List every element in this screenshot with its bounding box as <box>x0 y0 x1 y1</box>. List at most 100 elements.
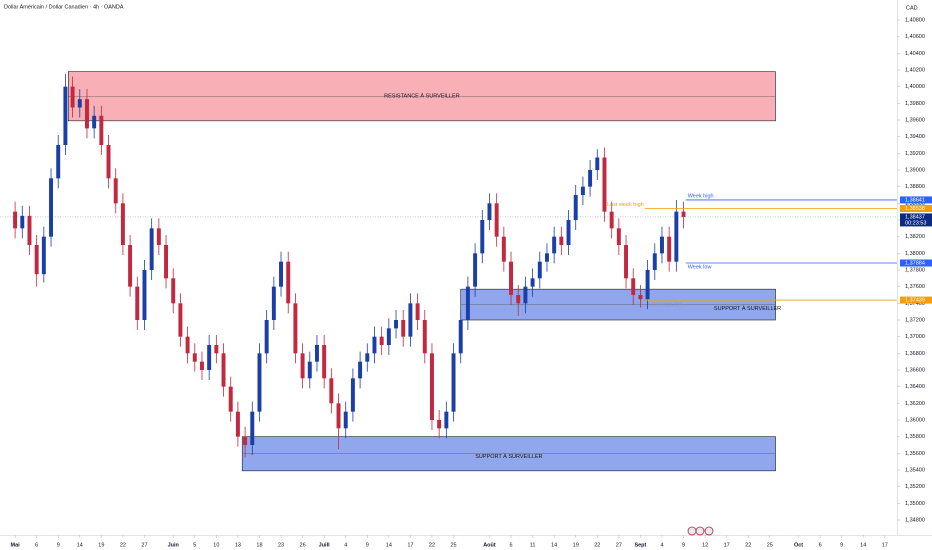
x-tick-label: 14 <box>860 542 866 548</box>
candle-body <box>494 203 499 237</box>
x-tick-label: 27 <box>616 542 622 548</box>
y-tick-label: 1,37400 <box>905 301 925 307</box>
candle-body <box>580 186 585 195</box>
candle-body <box>372 336 377 354</box>
candle-body <box>77 99 82 108</box>
candle-body <box>444 411 449 429</box>
level-value-box <box>900 196 932 204</box>
x-tick-label: 11 <box>530 542 536 548</box>
x-tick-label: 4 <box>660 542 663 548</box>
level-label: Week low <box>688 264 712 270</box>
x-tick-label: 5 <box>193 542 196 548</box>
x-tick-label: 17 <box>724 542 730 548</box>
y-tick-label: 1,39200 <box>905 151 925 157</box>
candle-body <box>13 211 18 229</box>
candle-body <box>465 286 470 320</box>
candle-body <box>113 178 118 204</box>
candle-body <box>624 245 629 279</box>
candle-body <box>523 286 528 304</box>
last-price-box <box>900 213 932 227</box>
chart-title: Dollar Américain / Dollar Canadien · 4h … <box>4 4 124 10</box>
candle-body <box>70 86 75 108</box>
y-tick-label: 1,35800 <box>905 434 925 440</box>
x-tick-label: 14 <box>551 542 557 548</box>
candle-body <box>199 361 204 370</box>
candle-body <box>128 245 133 287</box>
x-tick-label: 6 <box>510 542 513 548</box>
candle-body <box>429 353 434 420</box>
candle-body <box>616 228 621 245</box>
candle-body <box>659 236 664 254</box>
zone-label: SUPPORT À SURVEILLER <box>475 453 542 460</box>
candle-body <box>652 253 657 270</box>
candle-body <box>185 336 190 354</box>
candle-body <box>544 253 549 262</box>
candle-body <box>106 145 111 179</box>
candle-body <box>379 336 384 345</box>
level-value-label: 1,38538 <box>905 206 925 212</box>
candle-body <box>473 253 478 287</box>
candle-body <box>537 261 542 279</box>
y-tick-label: 1,34800 <box>905 517 925 523</box>
candle-body <box>336 403 341 429</box>
y-tick-label: 1,40600 <box>905 34 925 40</box>
candle-body <box>509 261 514 295</box>
x-tick-label: 25 <box>767 542 773 548</box>
candle-body <box>41 236 46 275</box>
event-icon <box>695 526 705 536</box>
y-tick-label: 1,40000 <box>905 84 925 90</box>
x-tick-label: 26 <box>300 542 306 548</box>
candle-body <box>300 353 305 379</box>
candle-body <box>573 195 578 220</box>
candle-body <box>314 345 319 362</box>
candle-body <box>501 236 506 262</box>
candle-body <box>243 436 248 445</box>
candle-body <box>516 295 521 304</box>
candle-body <box>271 286 276 320</box>
y-tick-label: 1,38600 <box>905 201 925 207</box>
event-icon <box>687 526 697 536</box>
level-value-box <box>900 259 932 267</box>
candle-body <box>566 220 571 245</box>
candle-body <box>638 295 643 300</box>
level-value-box <box>900 296 932 304</box>
level-label: Last week low <box>648 302 683 308</box>
x-tick-label: 9 <box>57 542 60 548</box>
level-value-label: 1,38641 <box>905 197 925 203</box>
candle-body <box>343 411 348 429</box>
currency: CAD <box>906 5 918 11</box>
candle-body <box>20 215 25 229</box>
x-tick-label: 6 <box>35 542 38 548</box>
candle-body <box>84 99 89 129</box>
x-tick-label: Mai <box>11 542 21 548</box>
y-tick-label: 1,40800 <box>905 17 925 23</box>
y-tick-label: 1,37000 <box>905 334 925 340</box>
candle-body <box>602 157 607 212</box>
candle-body <box>487 203 492 220</box>
y-tick-label: 1,37800 <box>905 267 925 273</box>
candle-body <box>437 420 442 429</box>
candle-body <box>120 203 125 245</box>
level-value-label: 1,37884 <box>905 260 925 266</box>
candle-body <box>552 236 557 254</box>
candle-body <box>667 236 672 262</box>
x-tick-label: 9 <box>840 542 843 548</box>
x-tick-label: 19 <box>98 542 104 548</box>
candle-body <box>56 145 61 179</box>
x-tick-label: 14 <box>77 542 83 548</box>
last-price-label: 1,38437 <box>905 214 925 220</box>
candle-body <box>257 353 262 412</box>
candle-body <box>451 353 456 412</box>
candle-body <box>674 211 679 262</box>
candle-body <box>156 228 161 245</box>
candle-body <box>221 353 226 387</box>
zone-label: SUPPORT À SURVEILLER <box>714 305 781 312</box>
x-tick-label: 14 <box>386 542 392 548</box>
x-tick-label: Sept <box>634 542 646 548</box>
candle-body <box>214 345 219 354</box>
level-label: Last week high <box>607 202 644 208</box>
x-tick-label: 23 <box>278 542 284 548</box>
candle-body <box>92 115 97 129</box>
x-tick-label: Juin <box>168 542 180 548</box>
